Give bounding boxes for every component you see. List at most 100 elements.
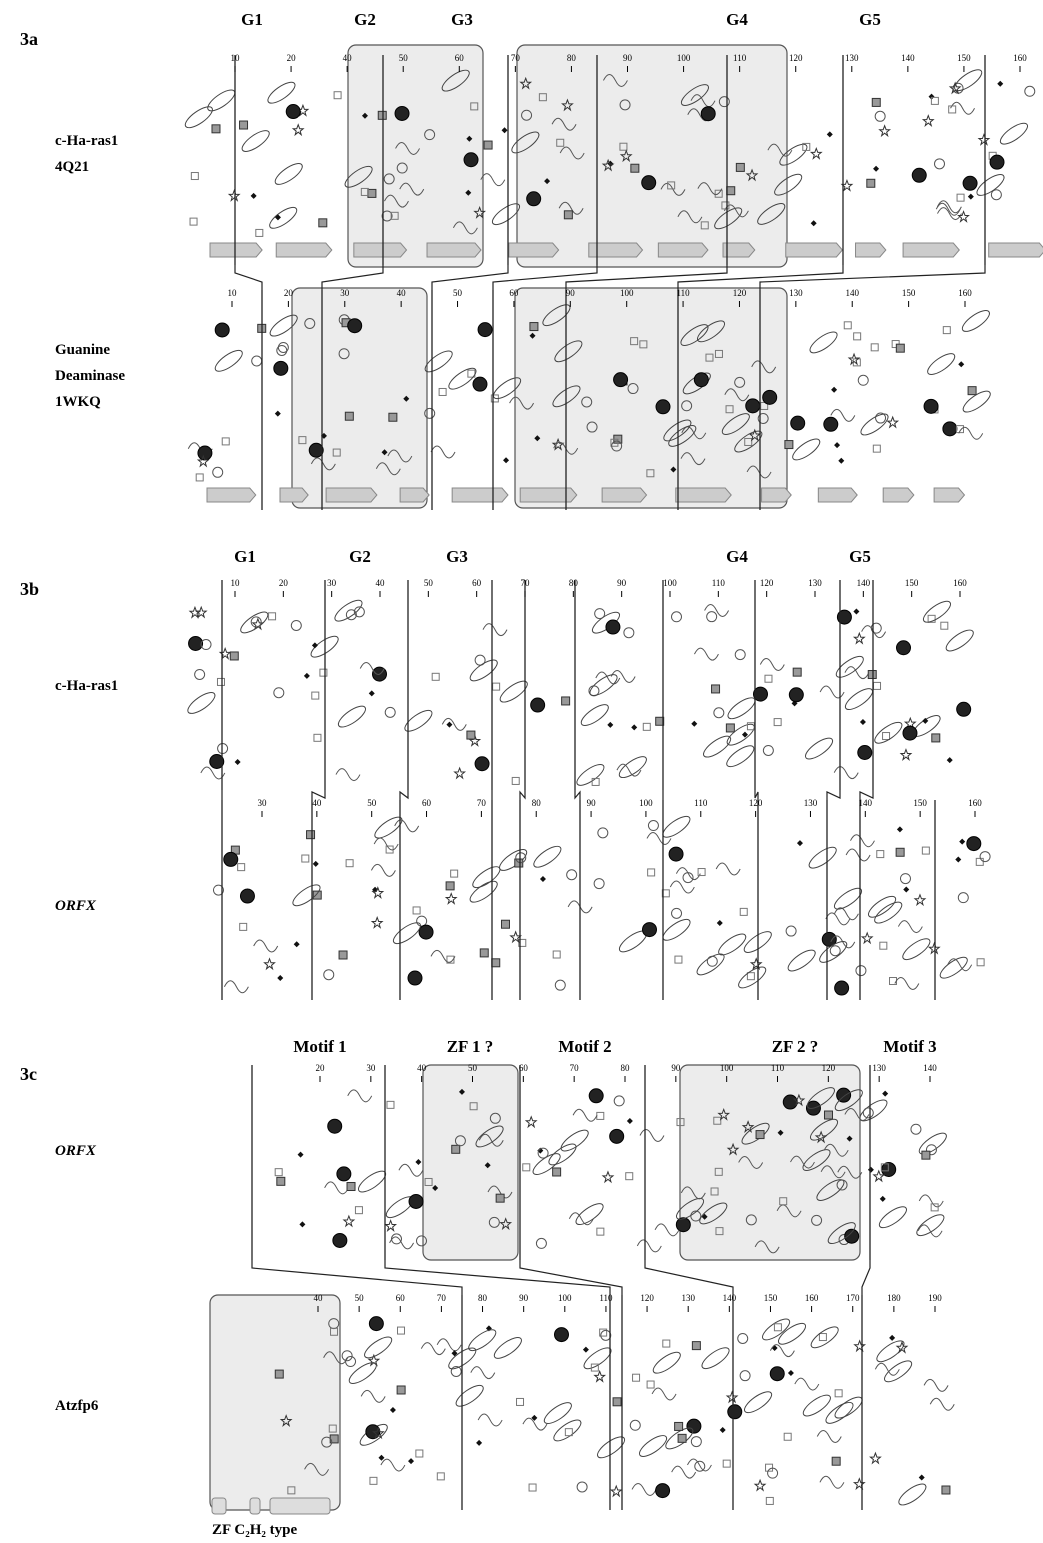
residue-square — [740, 908, 747, 915]
residue-number: 160 — [1013, 53, 1027, 63]
residue-star — [727, 1392, 737, 1402]
residue-circle — [858, 375, 868, 385]
residue-number: 140 — [901, 53, 915, 63]
helix — [541, 1399, 574, 1427]
residue-star — [979, 135, 989, 145]
conserved-residue — [369, 1317, 383, 1331]
helix — [858, 410, 891, 438]
motif-label: Motif 1 — [293, 1037, 346, 1056]
residue-number: 100 — [558, 1293, 572, 1303]
residue-number: 90 — [587, 798, 597, 808]
loop — [795, 1378, 819, 1390]
residue-diamond — [720, 1427, 726, 1433]
residue-number: 30 — [366, 1063, 376, 1073]
loop — [652, 1388, 676, 1400]
residue-diamond — [903, 887, 909, 893]
helix — [742, 1388, 775, 1416]
loop — [421, 1343, 445, 1355]
residue-gray — [726, 724, 734, 732]
motif-label: G3 — [446, 547, 468, 566]
helix — [212, 347, 245, 375]
loop — [361, 1390, 385, 1402]
strand-arrow — [818, 488, 857, 502]
conserved-residue — [589, 1089, 603, 1103]
loop — [951, 102, 975, 114]
residue-number: 140 — [923, 1063, 937, 1073]
residue-number: 160 — [968, 798, 982, 808]
conserved-residue — [824, 417, 838, 431]
helix — [974, 171, 1007, 199]
loop — [632, 1483, 656, 1495]
alignment-connector — [862, 1260, 870, 1295]
helix — [699, 1344, 732, 1372]
residue-gray — [368, 189, 376, 197]
helix — [587, 671, 620, 699]
loop — [647, 832, 671, 844]
residue-diamond — [772, 1345, 778, 1351]
residue-square — [943, 327, 950, 334]
residue-number: 150 — [905, 578, 919, 588]
residue-number: 40 — [376, 578, 386, 588]
residue-number: 30 — [258, 798, 268, 808]
residue-gray — [492, 959, 500, 967]
residue-number: 160 — [953, 578, 967, 588]
residue-diamond — [503, 457, 509, 463]
residue-number: 110 — [733, 53, 747, 63]
residue-square — [890, 978, 897, 985]
conserved-residue — [728, 1405, 742, 1419]
residue-diamond — [873, 166, 879, 172]
helix — [466, 1326, 499, 1354]
conserved-residue — [554, 1328, 568, 1342]
loop — [760, 659, 784, 671]
residue-diamond — [947, 757, 953, 763]
residue-number: 170 — [846, 1293, 860, 1303]
residue-square — [957, 194, 964, 201]
loop — [640, 1130, 664, 1142]
residue-gray — [562, 697, 570, 705]
residue-number: 160 — [805, 1293, 819, 1303]
conserved-residue — [770, 1367, 784, 1381]
sequence-name: Guanine — [55, 342, 110, 358]
conserved-residue — [789, 688, 803, 702]
alignment-connector — [432, 265, 508, 290]
residue-gray — [613, 1398, 621, 1406]
loop — [820, 1476, 844, 1488]
residue-circle — [856, 966, 866, 976]
residue-square — [222, 438, 229, 445]
residue-circle — [991, 190, 1001, 200]
motif-label: ZF 1 ? — [447, 1037, 494, 1056]
residue-circle — [830, 946, 840, 956]
strand-arrow — [723, 243, 755, 257]
legend-swatch — [270, 1498, 330, 1514]
residue-circle — [740, 1371, 750, 1381]
residue-circle — [195, 669, 205, 679]
residue-star — [595, 1371, 605, 1381]
helix — [900, 935, 933, 963]
residue-circle — [714, 708, 724, 718]
residue-circle — [598, 828, 608, 838]
residue-gray — [397, 1386, 405, 1394]
conserved-residue — [408, 971, 422, 985]
residue-gray — [496, 1194, 504, 1202]
conserved-residue — [746, 399, 760, 413]
helix — [467, 656, 500, 684]
residue-star — [611, 1486, 621, 1496]
residue-square — [922, 847, 929, 854]
loop — [569, 1213, 593, 1225]
loop — [254, 940, 278, 952]
residue-number: 90 — [617, 578, 627, 588]
strand-arrow — [856, 243, 886, 257]
residue-number: 120 — [640, 1293, 654, 1303]
residue-number: 130 — [808, 578, 822, 588]
residue-square — [314, 734, 321, 741]
residue-star — [854, 1479, 864, 1489]
residue-gray — [736, 163, 744, 171]
residue-number: 50 — [355, 1293, 365, 1303]
residue-number: 90 — [519, 1293, 529, 1303]
helix — [346, 1359, 379, 1387]
strand-arrow — [207, 488, 256, 502]
residue-square — [844, 322, 851, 329]
loop — [437, 1339, 461, 1351]
residue-square — [774, 1324, 781, 1331]
residue-number: 150 — [902, 288, 916, 298]
